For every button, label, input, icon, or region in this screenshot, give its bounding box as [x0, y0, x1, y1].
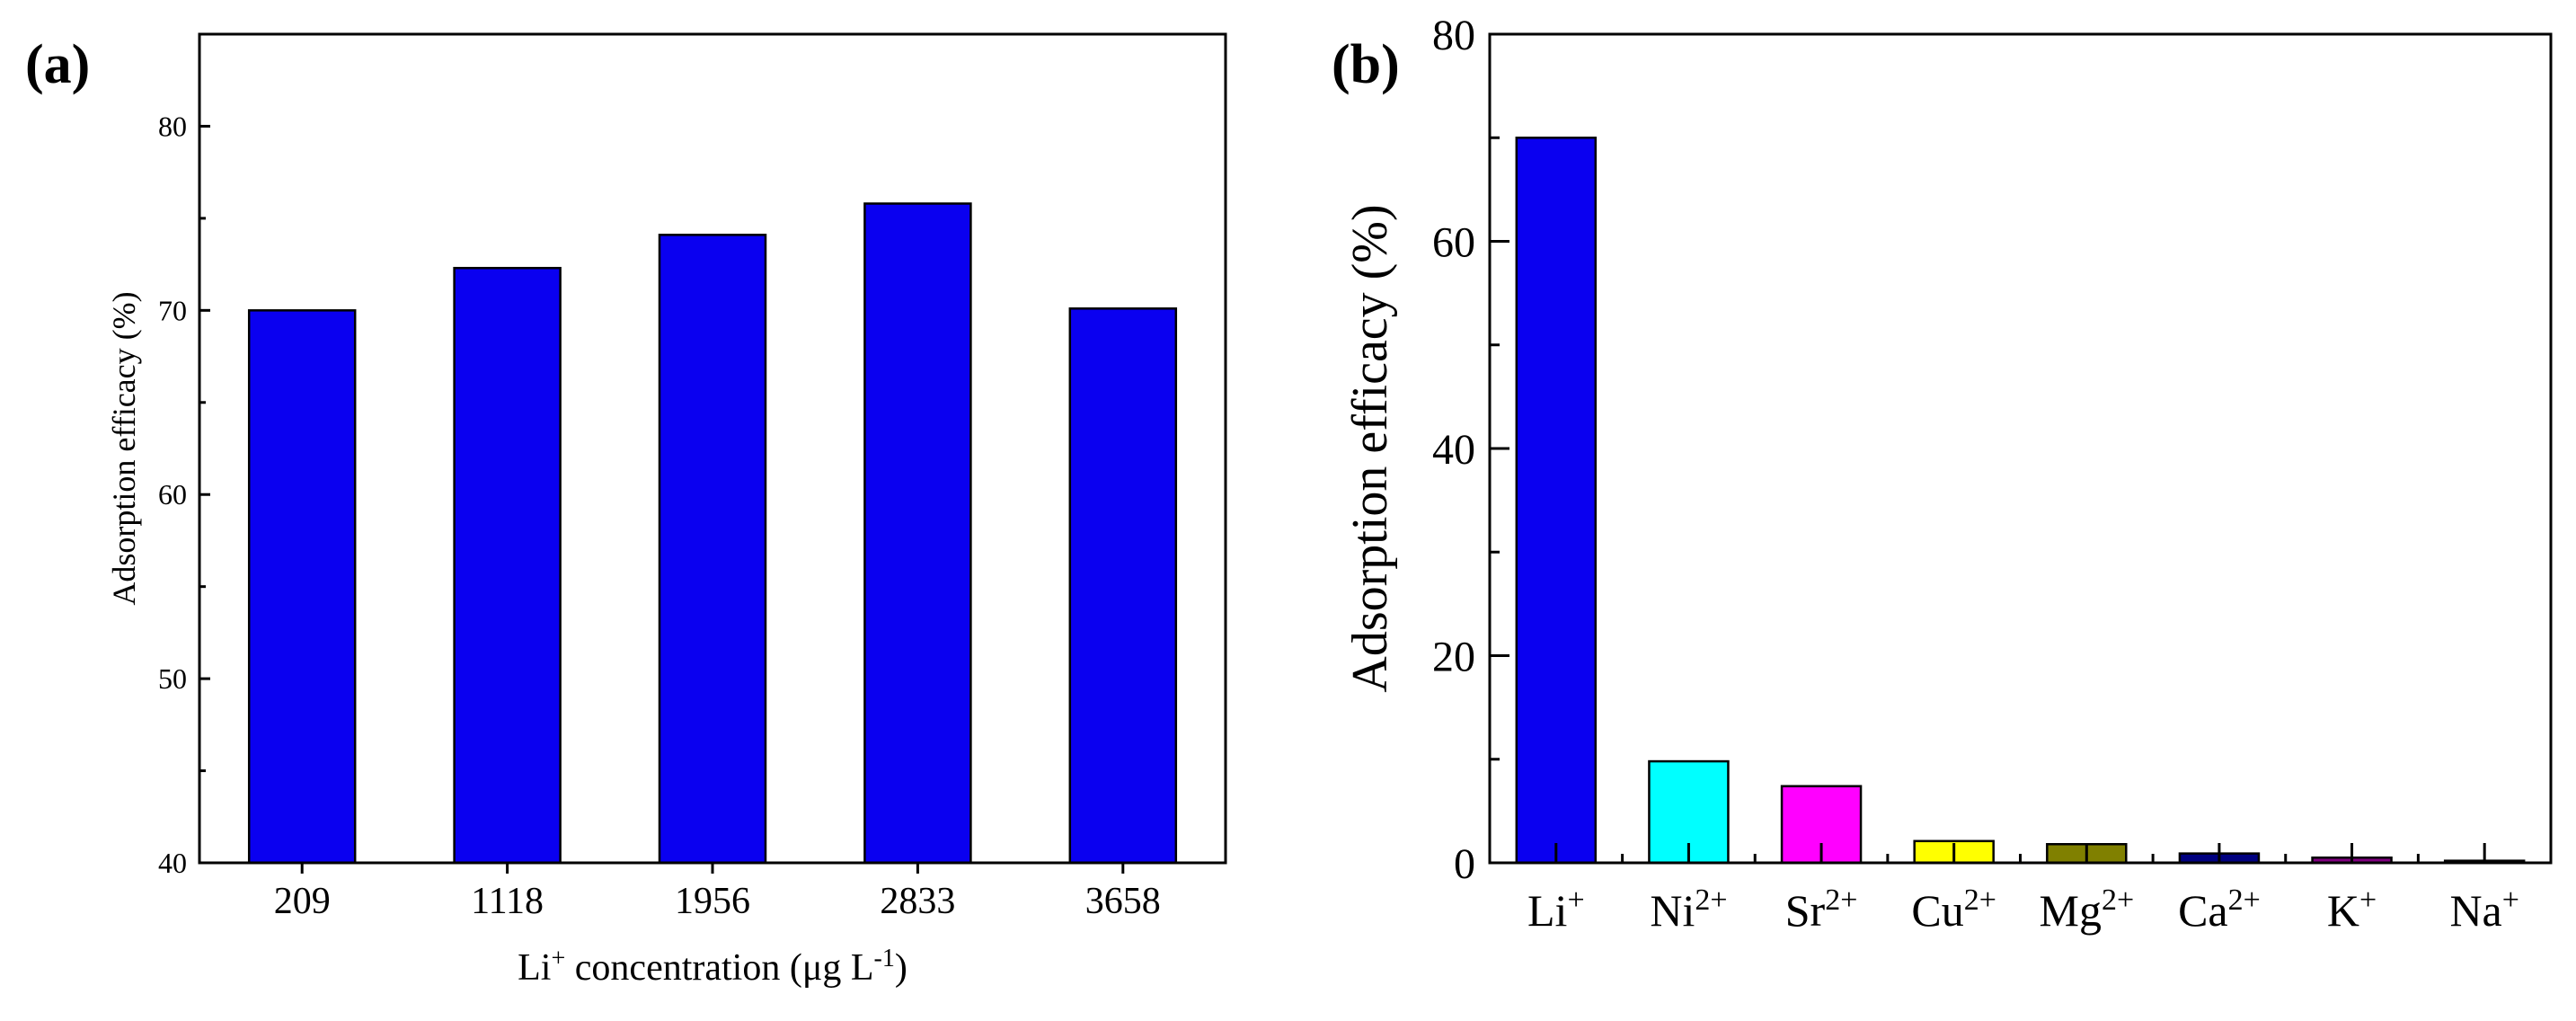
panel-a-y-tick-label: 70: [158, 294, 187, 326]
panel-a-label: (a): [25, 34, 90, 95]
panel-b-bar: [1515, 137, 1598, 865]
panel-b-x-tick-label: K+: [2327, 883, 2377, 937]
panel-a-x-ticks: 209 1118 1956 2833 3658: [274, 863, 1161, 922]
panel-a-bar: [863, 202, 972, 865]
panel-a-y-tick-label: 50: [158, 662, 187, 695]
panel-a-x-tick-label: 209: [274, 881, 331, 922]
panel-a: (a) 40 50 60 70 80 209 1118 1956 2833 3658 Adsor…: [25, 32, 1227, 990]
panel-b-x-tick-label: Mg2+: [2039, 883, 2134, 937]
panel-b-x-tick-label: Na+: [2449, 883, 2519, 937]
panel-b-y-tick-label: 60: [1432, 219, 1475, 267]
panel-b-x-tick-label: Li+: [1527, 883, 1585, 937]
panel-a-y-tick-label: 60: [158, 478, 187, 511]
panel-a-x-tick-label: 2833: [880, 881, 955, 922]
panel-b: (b) 0 20 40 60 80 Li+ Ni2+ Sr2+ Cu2+ Mg2+ Ca2+ K+ N…: [1332, 12, 2553, 936]
panel-b-y-axis-label: Adsorption efficacy (%): [1342, 204, 1398, 692]
panel-b-label: (b): [1332, 34, 1400, 95]
panel-b-x-tick-label: Ni2+: [1650, 883, 1727, 937]
panel-a-x-axis-label: Li+ concentration (μg L-1): [518, 945, 907, 990]
panel-b-y-tick-label: 80: [1432, 12, 1475, 59]
panel-b-y-ticks: 0 20 40 60 80: [1432, 12, 1509, 888]
panel-a-bar: [1068, 307, 1178, 865]
panel-a-bar: [453, 266, 562, 865]
panel-b-plot-frame: [1488, 32, 2553, 865]
panel-a-y-tick-label: 40: [158, 847, 187, 879]
panel-a-bar: [247, 309, 357, 865]
panel-b-x-tick-label: Sr2+: [1785, 883, 1858, 937]
panel-b-x-ticks: Li+ Ni2+ Sr2+ Cu2+ Mg2+ Ca2+ K+ Na+: [1527, 843, 2519, 936]
panel-b-y-tick-label: 0: [1454, 840, 1475, 888]
panel-b-x-tick-label: Ca2+: [2178, 883, 2261, 937]
panel-a-bars: [247, 202, 1178, 865]
panel-b-y-tick-label: 20: [1432, 634, 1475, 681]
panel-a-bar: [658, 234, 767, 865]
panel-a-x-tick-label: 1956: [675, 881, 750, 922]
panel-a-y-tick-label: 80: [158, 110, 187, 142]
panel-a-x-tick-label: 3658: [1085, 881, 1161, 922]
panel-a-plot-frame: [198, 32, 1227, 865]
panel-a-y-axis-label: Adsorption efficacy (%): [106, 291, 142, 605]
panel-b-y-tick-label: 40: [1432, 426, 1475, 474]
panel-a-x-tick-label: 1118: [471, 881, 544, 922]
panel-b-bars: [1515, 137, 2526, 865]
panel-b-x-tick-label: Cu2+: [1911, 883, 1996, 937]
panel-a-y-ticks: 40 50 60 70 80: [158, 110, 210, 879]
